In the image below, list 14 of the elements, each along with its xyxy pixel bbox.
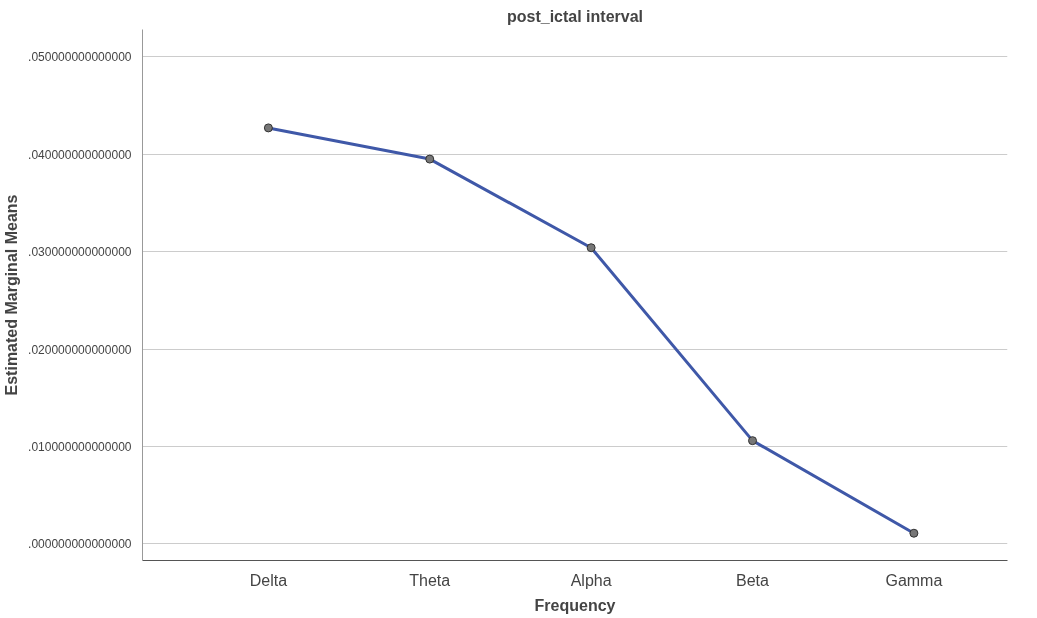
y-tick-label: .000000000000000: [28, 537, 132, 552]
chart-title: post_ictal interval: [506, 7, 644, 25]
x-tick-label: Theta: [409, 571, 451, 589]
y-tick-label: .040000000000000: [28, 147, 132, 162]
y-tick-label: .020000000000000: [28, 342, 132, 357]
x-tick-label: Alpha: [570, 571, 612, 589]
y-axis-title: Estimated Marginal Means: [3, 194, 21, 396]
x-tick-label: Gamma: [885, 571, 943, 589]
y-tick-label: .030000000000000: [28, 245, 132, 260]
x-axis-title: Frequency: [534, 596, 616, 614]
y-tick-label: .010000000000000: [28, 440, 132, 455]
y-tick-label: .050000000000000: [28, 50, 132, 65]
x-tick-label: Delta: [249, 571, 288, 589]
x-tick-label: Beta: [736, 571, 770, 589]
